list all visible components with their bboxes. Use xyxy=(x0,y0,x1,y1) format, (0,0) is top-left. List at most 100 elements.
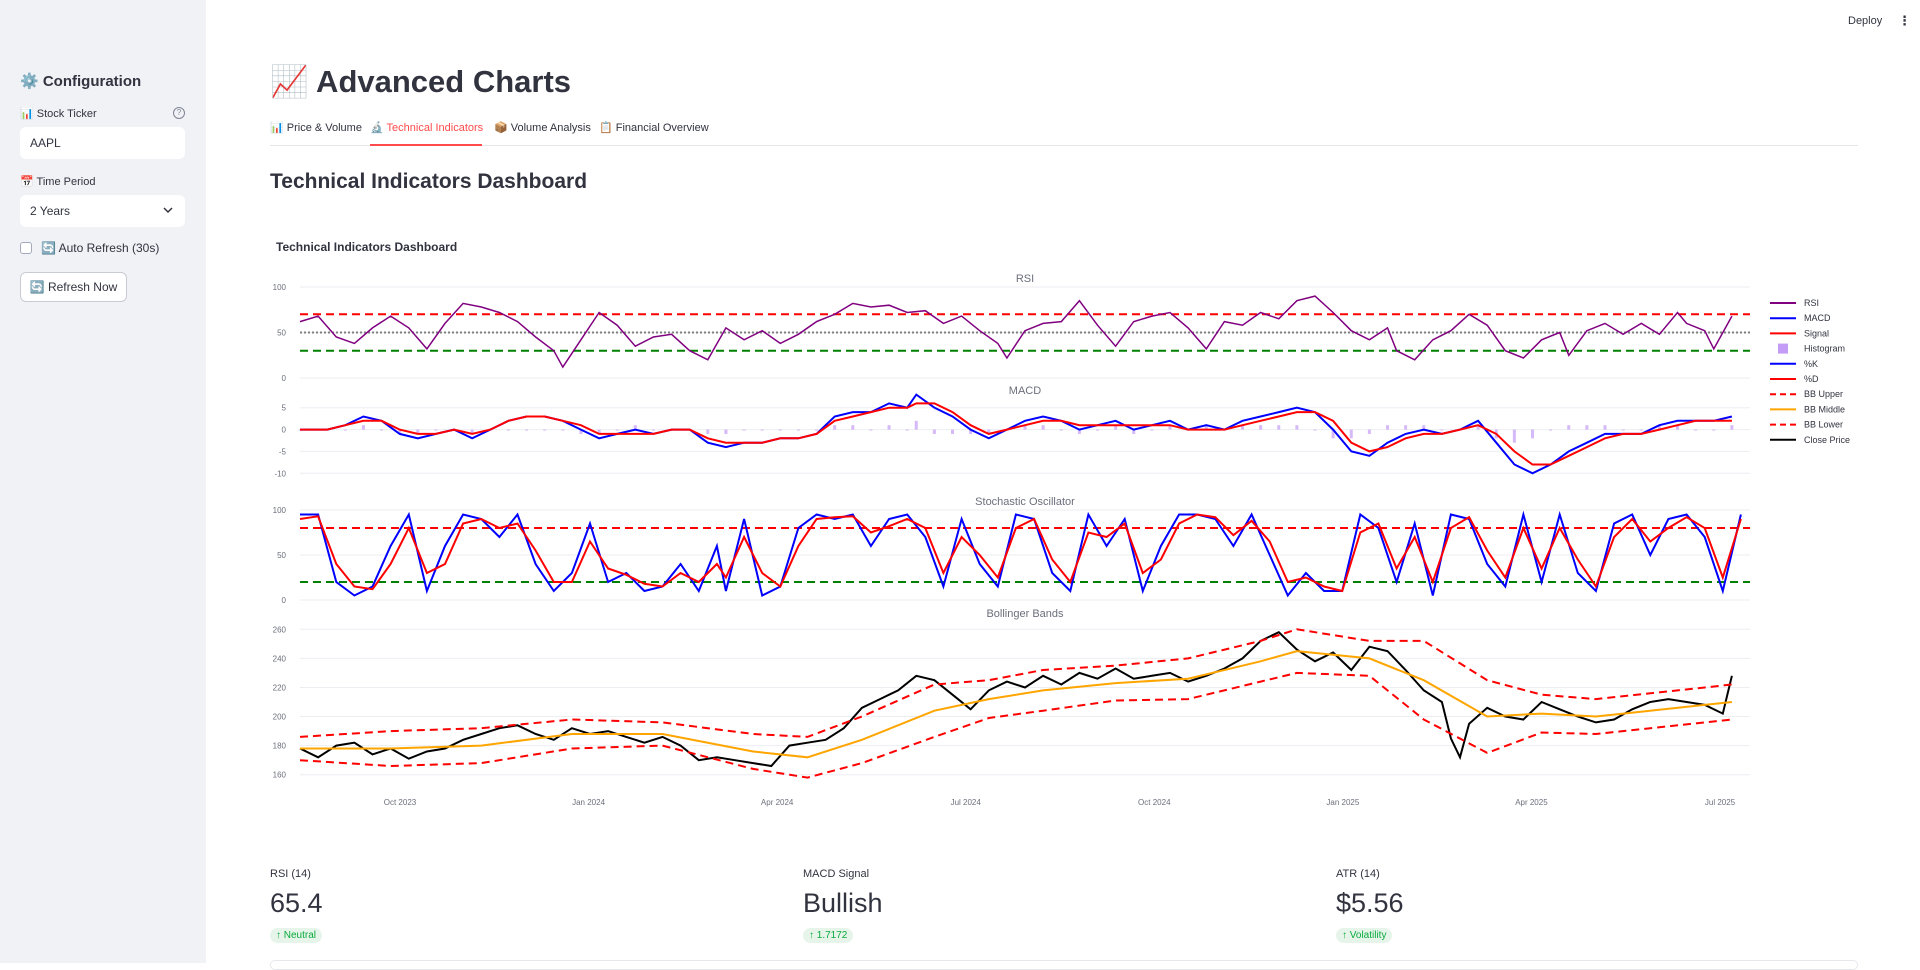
macd-histogram-bar xyxy=(1512,429,1516,443)
macd-histogram-bar xyxy=(434,429,438,431)
legend-item-label: Close Price xyxy=(1804,435,1850,445)
deploy-button[interactable]: Deploy xyxy=(1848,15,1883,27)
macd-histogram-bar xyxy=(951,429,954,434)
macd-histogram-bar xyxy=(724,429,728,434)
x-tick-label: Apr 2024 xyxy=(761,798,794,807)
macd-histogram-bar xyxy=(1295,425,1299,430)
section-title: Technical Indicators Dashboard xyxy=(270,170,588,193)
macd-histogram-bar xyxy=(1349,429,1353,439)
auto-refresh-checkbox[interactable] xyxy=(20,242,32,254)
technical-indicators-chart[interactable]: Technical Indicators Dashboard RSI 0 50 100 M… xyxy=(270,230,1870,830)
stochastic-oscillator-y-tick-label: 50 xyxy=(277,551,286,560)
macd-y-tick-label: 5 xyxy=(282,404,287,413)
macd-histogram-bar xyxy=(1531,429,1534,439)
main-menu-icon[interactable]: ⋮ xyxy=(1898,13,1911,28)
macd-histogram-bar xyxy=(1168,425,1172,430)
time-period-select[interactable]: 2 Years xyxy=(20,195,185,227)
sidebar-title: ⚙️ Configuration xyxy=(20,73,142,90)
refresh-now-button[interactable]: 🔄 Refresh Now xyxy=(20,272,127,302)
x-tick-label: Jan 2024 xyxy=(572,798,605,807)
macd-histogram-bar xyxy=(597,429,601,434)
macd-histogram-bar xyxy=(561,429,565,431)
tab-financial-overview[interactable]: 📋 Financial Overview xyxy=(599,122,709,134)
stochastic-oscillator-subplot-title: Stochastic Oscillator xyxy=(975,496,1075,508)
metric-atr-value: $5.56 xyxy=(1336,888,1404,918)
macd-histogram-bar xyxy=(343,429,347,431)
legend-item-label: RSI xyxy=(1804,298,1819,308)
bollinger-bands-y-tick-label: 160 xyxy=(273,771,287,780)
macd-histogram-bar xyxy=(796,429,800,431)
macd-histogram-bar xyxy=(987,429,991,434)
stock-ticker-input[interactable]: AAPL xyxy=(20,127,185,159)
macd-histogram-bar xyxy=(1603,425,1607,430)
tab-technical-indicators[interactable]: 🔬 Technical Indicators xyxy=(370,122,484,134)
legend-item-label: BB Upper xyxy=(1804,389,1843,399)
macd-histogram-bar xyxy=(1132,429,1136,434)
series-macd xyxy=(300,393,1733,475)
bollinger-bands-y-tick-label: 180 xyxy=(273,742,287,751)
tab-price-volume[interactable]: 📊 Price & Volume xyxy=(270,122,362,134)
macd-histogram-bar xyxy=(1096,429,1099,431)
x-tick-label: Jan 2025 xyxy=(1326,798,1359,807)
bollinger-bands-y-tick-label: 220 xyxy=(273,683,287,692)
macd-histogram-bar xyxy=(706,429,710,434)
macd-histogram-bar xyxy=(470,429,474,434)
metric-rsi-label: RSI (14) xyxy=(270,868,311,880)
macd-histogram-bar xyxy=(742,429,746,431)
x-tick-label: Oct 2023 xyxy=(384,798,417,807)
macd-histogram-bar xyxy=(398,429,402,434)
macd-histogram-bar xyxy=(525,429,529,431)
auto-refresh-label[interactable]: 🔄 Auto Refresh (30s) xyxy=(41,241,160,255)
macd-histogram-bar xyxy=(833,425,837,430)
macd-histogram-bar xyxy=(815,429,819,431)
macd-histogram-bar xyxy=(361,425,365,430)
macd-histogram-bar xyxy=(1041,425,1045,430)
bollinger-bands-subplot-title: Bollinger Bands xyxy=(986,608,1064,620)
tab-volume-analysis[interactable]: 📦 Volume Analysis xyxy=(494,122,591,134)
macd-histogram-bar xyxy=(1694,429,1698,431)
chart-title: Technical Indicators Dashboard xyxy=(276,240,457,254)
stochastic-oscillator-y-tick-label: 100 xyxy=(273,506,287,515)
metric-rsi-delta: ↑ Neutral xyxy=(270,928,323,943)
macd-histogram-bar xyxy=(651,429,655,431)
series--k xyxy=(300,510,1742,598)
macd-histogram-bar xyxy=(615,429,619,431)
bollinger-bands-y-tick-label: 260 xyxy=(273,625,287,634)
macd-y-tick-label: -5 xyxy=(279,447,287,456)
series-bb-upper xyxy=(299,628,1733,738)
macd-histogram-bar xyxy=(1114,425,1118,430)
legend-swatch xyxy=(1778,343,1788,354)
macd-histogram-bar xyxy=(1639,429,1643,431)
macd-histogram-bar xyxy=(1730,425,1734,430)
metric-atr-delta: ↑ Volatility xyxy=(1336,928,1393,943)
macd-histogram-bar xyxy=(1059,429,1063,431)
stochastic-oscillator-y-tick-label: 0 xyxy=(282,596,287,605)
macd-histogram-bar xyxy=(1386,425,1389,430)
macd-histogram-bar xyxy=(869,429,873,431)
macd-histogram-bar xyxy=(506,429,510,431)
help-icon[interactable]: ? xyxy=(173,107,185,119)
legend-item-label: Signal xyxy=(1804,328,1829,338)
macd-histogram-bar xyxy=(1023,425,1027,430)
macd-histogram-bar xyxy=(887,425,891,430)
rsi-y-tick-label: 100 xyxy=(273,283,287,292)
macd-histogram-bar xyxy=(1277,425,1281,430)
macd-histogram-bar xyxy=(1676,425,1679,430)
series--d xyxy=(299,513,1742,593)
macd-histogram-bar xyxy=(1331,429,1335,439)
macd-histogram-bar xyxy=(1422,425,1426,430)
page-title: 📈 Advanced Charts xyxy=(270,64,572,99)
legend-item-label: %D xyxy=(1804,374,1819,384)
macd-histogram-bar xyxy=(1585,425,1589,430)
macd-histogram-bar xyxy=(1367,429,1371,434)
macd-histogram-bar xyxy=(760,429,764,431)
x-tick-label: Jul 2024 xyxy=(951,798,982,807)
tab-divider xyxy=(270,145,1858,146)
series-bb-lower xyxy=(299,671,1733,779)
bollinger-bands-y-tick-label: 200 xyxy=(273,713,287,722)
metric-macd-value: Bullish xyxy=(803,888,883,918)
legend-item-label: MACD xyxy=(1804,313,1831,323)
sidebar: ⚙️ Configuration 📊 Stock Ticker ? AAPL 📅… xyxy=(0,0,206,963)
macd-histogram-bar xyxy=(1241,425,1244,430)
active-tab-indicator xyxy=(370,144,482,146)
